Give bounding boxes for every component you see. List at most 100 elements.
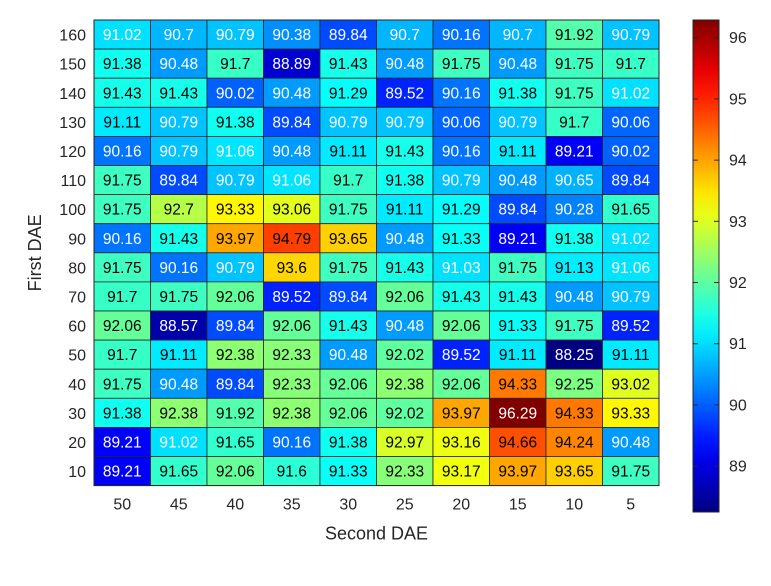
heatmap-cell [206, 165, 264, 196]
x-tick-label: 20 [452, 497, 470, 514]
y-tick-labels: 160 150 140 130 120 110 100 90 80 70 60 50 40 30 20 10 [59, 28, 86, 481]
heatmap-cell [376, 281, 434, 312]
heatmap-cell-label: 91.11 [329, 143, 367, 160]
heatmap-cell-label: 90.79 [216, 27, 255, 44]
y-tick-label: 50 [68, 348, 86, 365]
heatmap-cell [319, 223, 377, 254]
heatmap-cell-label: 91.02 [611, 231, 650, 248]
heatmap-cell-label: 92.38 [216, 347, 255, 364]
heatmap-cell-label: 89.52 [442, 347, 481, 364]
heatmap-cell-label: 89.84 [216, 376, 255, 393]
heatmap-cell [602, 339, 660, 370]
heatmap-cell-label: 91.92 [216, 405, 255, 422]
heatmap-cell-label: 90.02 [611, 143, 650, 160]
heatmap-cell-label: 88.89 [272, 56, 311, 73]
colorbar-tick-label: 95 [729, 91, 747, 108]
heatmap-cell [602, 19, 660, 50]
y-tick-label: 10 [68, 464, 86, 481]
heatmap-cell-label: 94.33 [498, 376, 537, 393]
heatmap-cell-label: 91.7 [220, 56, 250, 73]
heatmap-cell [263, 165, 321, 196]
x-tick-label: 50 [113, 497, 131, 514]
heatmap-cell [319, 310, 377, 341]
heatmap-cell [150, 397, 208, 428]
heatmap-cell [489, 223, 547, 254]
heatmap-cell-label: 88.25 [555, 347, 594, 364]
heatmap-cell-label: 90.65 [555, 173, 594, 190]
heatmap-cell-label: 91.43 [329, 56, 368, 73]
heatmap-cell [432, 252, 490, 283]
heatmap-cell-label: 90.79 [329, 114, 368, 131]
heatmap-cell-label: 92.06 [216, 289, 255, 306]
heatmap-cell-label: 91.75 [103, 202, 142, 219]
heatmap-cell-label: 91.75 [555, 85, 594, 102]
colorbar-tick-label: 89 [729, 459, 747, 476]
heatmap-cell [93, 77, 151, 108]
heatmap-cell [432, 223, 490, 254]
y-tick-label: 100 [59, 202, 86, 219]
heatmap-cell [432, 135, 490, 166]
heatmap-cell [319, 397, 377, 428]
heatmap-cell [545, 106, 603, 137]
heatmap-cell-label: 91.38 [555, 231, 594, 248]
heatmap-cell-label: 90.79 [611, 27, 650, 44]
heatmap-cell [545, 252, 603, 283]
heatmap-cell-label: 92.06 [442, 318, 481, 335]
heatmap-cell [263, 223, 321, 254]
colorbar-tick-label: 91 [729, 336, 747, 353]
heatmap-cell-label: 91.75 [159, 289, 198, 306]
heatmap-cell-label: 90.48 [498, 56, 537, 73]
heatmap-cell-label: 91.75 [103, 173, 142, 190]
y-tick-label: 150 [59, 57, 86, 74]
heatmap-cell-label: 90.16 [272, 434, 311, 451]
heatmap-cell [93, 194, 151, 225]
heatmap-cell [206, 368, 264, 399]
heatmap-cell-label: 91.38 [103, 56, 142, 73]
heatmap-cell-label: 94.33 [555, 405, 594, 422]
heatmap-cell-label: 92.02 [385, 347, 424, 364]
heatmap-cell [319, 456, 377, 487]
heatmap-cell [150, 135, 208, 166]
heatmap-cell [489, 135, 547, 166]
heatmap-cell [150, 339, 208, 370]
heatmap-cell-label: 90.16 [159, 260, 198, 277]
heatmap-cell-label: 90.79 [611, 289, 650, 306]
heatmap-cell-label: 92.06 [329, 405, 368, 422]
heatmap-cell-label: 92.33 [272, 347, 311, 364]
x-tick-label: 40 [226, 497, 244, 514]
y-tick-label: 40 [68, 377, 86, 394]
heatmap-cell-label: 90.48 [555, 289, 594, 306]
heatmap-cell [263, 310, 321, 341]
heatmap-cell [489, 194, 547, 225]
y-tick-label: 60 [68, 319, 86, 336]
heatmap-cell-label: 94.79 [272, 231, 311, 248]
heatmap-cell-label: 91.92 [555, 27, 594, 44]
heatmap-cell-label: 91.65 [216, 434, 255, 451]
heatmap-cell [602, 106, 660, 137]
heatmap-cell-label: 90.48 [159, 56, 198, 73]
heatmap-cell-label: 93.33 [611, 405, 650, 422]
heatmap-cell-label: 91.43 [103, 85, 142, 102]
heatmap-cell [602, 135, 660, 166]
heatmap-cell [545, 339, 603, 370]
heatmap-cell-label: 90.48 [272, 85, 311, 102]
heatmap-cell-label: 91.02 [611, 85, 650, 102]
colorbar-frame [692, 19, 720, 513]
heatmap-cell-label: 92.33 [272, 376, 311, 393]
heatmap-cell [206, 310, 264, 341]
heatmap-cell-label: 93.33 [216, 202, 255, 219]
heatmap-cells [93, 19, 660, 487]
heatmap-cell [489, 281, 547, 312]
heatmap-cell [150, 19, 208, 50]
heatmap-cell-label: 90.79 [159, 114, 198, 131]
y-tick-label: 140 [59, 86, 86, 103]
heatmap-cell-label: 90.48 [385, 231, 424, 248]
heatmap-cell [489, 48, 547, 79]
heatmap-cell [150, 77, 208, 108]
heatmap-cell [93, 368, 151, 399]
heatmap-cell-label: 89.52 [611, 318, 650, 335]
heatmap-cell-label: 91.02 [159, 434, 198, 451]
heatmap-cell [376, 19, 434, 50]
heatmap-cell [545, 194, 603, 225]
heatmap-cell-label: 91.11 [612, 347, 650, 364]
